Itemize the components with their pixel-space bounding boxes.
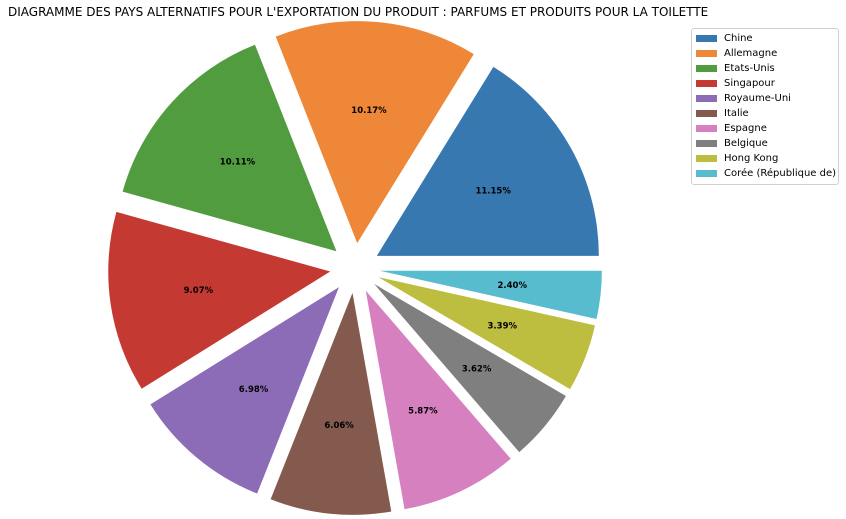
slice-label-royaume-uni: 6.98% [239,385,269,395]
legend-swatch [696,140,717,147]
legend-item-allemagne: Allemagne [692,46,838,61]
legend-item-italie: Italie [692,106,838,121]
slice-label-belgique: 3.62% [462,365,492,375]
legend-swatch [696,155,717,162]
pie-slice-coree-republique-de [379,270,602,319]
legend-label: Hong Kong [724,153,779,164]
legend-item-chine: Chine [692,31,838,46]
pie-slice-royaume-uni [150,287,339,494]
legend-swatch [696,65,717,72]
slice-label-singapour: 9.07% [184,286,214,296]
legend-label: Chine [724,33,753,44]
slice-label-allemagne: 10.17% [351,106,387,116]
chart-title: DIAGRAMME DES PAYS ALTERNATIFS POUR L'EX… [8,5,709,19]
slice-label-hong-kong: 3.39% [488,321,518,331]
legend-swatch [696,80,717,87]
legend-item-royaume-uni: Royaume-Uni [692,91,838,106]
slice-label-coree-republique-de: 2.40% [498,281,528,291]
legend-label: Etats-Unis [724,63,775,74]
legend: Chine Allemagne Etats-Unis Singapour Royaume… [691,28,839,185]
legend-item-singapour: Singapour [692,76,838,91]
legend-swatch [696,50,717,57]
legend-item-espagne: Espagne [692,121,838,136]
legend-label: Corée (République de) [724,168,837,179]
pie-slice-allemagne [275,21,474,244]
legend-swatch [696,95,717,102]
legend-item-belgique: Belgique [692,136,838,151]
legend-item-etats-unis: Etats-Unis [692,61,838,76]
legend-label: Singapour [724,78,775,89]
pie-slice-chine [376,66,599,256]
legend-item-coree-republique-de: Corée (République de) [692,166,838,181]
legend-swatch [696,110,717,117]
legend-swatch [696,125,717,132]
slice-label-etats-unis: 10.11% [220,158,256,168]
legend-label: Royaume-Uni [724,93,791,104]
pie-slice-singapour [108,211,331,389]
legend-swatch [696,170,717,177]
slice-label-chine: 11.15% [475,186,511,196]
pie-slice-espagne [365,290,511,510]
legend-label: Espagne [724,123,767,134]
slice-label-italie: 6.06% [324,421,354,431]
pie-slice-belgique [374,283,566,453]
legend-item-hong-kong: Hong Kong [692,151,838,166]
legend-label: Belgique [724,138,768,149]
legend-swatch [696,35,717,42]
pie-slice-hong-kong [378,277,595,390]
pie-slice-etats-unis [122,44,337,252]
legend-label: Italie [724,108,749,119]
legend-label: Allemagne [724,48,778,59]
pie-slice-italie [270,292,392,515]
slice-label-espagne: 5.87% [408,406,438,416]
